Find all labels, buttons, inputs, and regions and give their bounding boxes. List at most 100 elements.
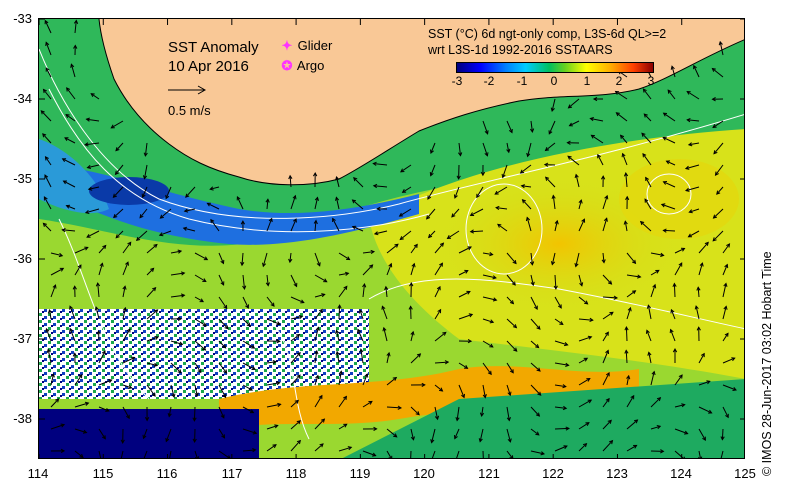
velocity-arrowhead (77, 264, 82, 269)
colorbar-tick-neg3: -3 (451, 74, 463, 88)
velocity-arrow (530, 450, 545, 455)
velocity-arrowhead (557, 304, 562, 309)
warm-eddy-east (619, 159, 739, 239)
velocity-arrow (554, 340, 568, 346)
velocity-arrowhead (101, 350, 106, 355)
velocity-arrow (170, 340, 183, 345)
velocity-arrowhead (70, 63, 75, 68)
velocity-arrow (64, 137, 76, 144)
velocity-arrow (88, 186, 100, 190)
velocity-arrowhead (718, 40, 723, 46)
velocity-arrowhead (209, 186, 214, 191)
velocity-arrow (168, 406, 172, 417)
velocity-arrow (386, 377, 397, 386)
velocity-arrowhead (245, 304, 249, 309)
velocity-arrow (50, 252, 63, 257)
velocity-arrowhead (439, 387, 444, 392)
velocity-arrowhead (250, 344, 256, 349)
velocity-arrowhead (713, 150, 718, 155)
velocity-arrowhead (45, 327, 50, 333)
velocity-arrowhead (252, 430, 258, 435)
coastline (98, 19, 744, 186)
velocity-arrowhead (501, 173, 506, 179)
velocity-arrow (578, 318, 593, 321)
velocity-arrow (526, 217, 532, 232)
velocity-arrow (602, 218, 608, 232)
velocity-arrowhead (720, 436, 725, 441)
velocity-arrowhead (192, 417, 197, 422)
velocity-arrowhead (587, 399, 593, 404)
velocity-arrowhead (604, 331, 609, 336)
velocity-arrowhead (655, 269, 660, 274)
velocity-arrow (431, 450, 436, 458)
velocity-arrow (165, 428, 172, 442)
velocity-arrowhead (410, 436, 415, 441)
velocity-arrowhead (466, 290, 471, 295)
velocity-arrow (90, 93, 100, 100)
velocity-arrow (115, 164, 124, 175)
velocity-arrow (74, 428, 87, 434)
velocity-arrow (146, 268, 154, 276)
velocity-arrow (144, 164, 148, 179)
velocity-arrowhead (338, 370, 343, 375)
velocity-arrow (686, 91, 700, 100)
velocity-arrow (481, 406, 484, 417)
velocity-arrowhead (605, 397, 610, 403)
velocity-arrowhead (222, 393, 227, 399)
velocity-arrow (625, 173, 628, 188)
velocity-arrowhead (681, 403, 686, 408)
velocity-arrowhead (94, 306, 99, 311)
velocity-arrowhead (55, 398, 60, 403)
velocity-arrow (554, 406, 567, 409)
x-tick-116: 116 (156, 466, 178, 481)
velocity-arrowhead (605, 349, 610, 355)
velocity-arrow (266, 382, 280, 386)
velocity-arrow (578, 218, 585, 232)
velocity-arrow (399, 230, 412, 240)
velocity-arrow (578, 296, 588, 305)
velocity-arrow (218, 296, 228, 309)
velocity-arrowhead (226, 455, 231, 458)
velocity-arrow (554, 220, 558, 232)
velocity-arrow (663, 112, 676, 122)
velocity-arrow (552, 195, 556, 210)
velocity-arrowhead (343, 395, 348, 400)
velocity-arrow (620, 134, 628, 144)
velocity-arrow (434, 242, 444, 254)
velocity-arrowhead (202, 322, 208, 327)
velocity-arrow (720, 450, 724, 458)
velocity-arrow (218, 318, 229, 330)
velocity-arrow (242, 318, 251, 327)
velocity-arrowhead (582, 442, 588, 448)
velocity-arrowhead (370, 249, 376, 255)
velocity-arrowhead (529, 261, 535, 266)
velocity-arrow (722, 283, 727, 298)
velocity-arrowhead (296, 374, 301, 379)
velocity-arrow (578, 336, 592, 342)
velocity-arrow (456, 450, 460, 458)
velocity-arrowhead (714, 171, 719, 176)
velocity-arrowhead (680, 247, 686, 252)
velocity-arrowhead (44, 19, 49, 25)
velocity-arrowhead (670, 65, 675, 70)
velocity-arrowhead (669, 328, 674, 334)
velocity-arrow (98, 245, 107, 254)
velocity-arrowhead (82, 429, 88, 434)
velocity-arrowhead (44, 174, 49, 179)
velocity-arrowhead (59, 267, 65, 272)
velocity-arrow (434, 332, 447, 342)
velocity-arrowhead (587, 335, 593, 340)
velocity-arrow (530, 406, 540, 417)
velocity-arrow (184, 208, 196, 212)
velocity-arrowhead (716, 190, 721, 195)
velocity-arrow (43, 223, 52, 232)
velocity-arrowhead (696, 286, 701, 291)
velocity-arrow (45, 156, 52, 166)
velocity-arrowhead (614, 90, 620, 95)
velocity-arrow (670, 309, 676, 320)
velocity-arrowhead (467, 338, 473, 344)
velocity-arrow (578, 378, 591, 386)
legend-glider: ✦ Glider (280, 38, 333, 54)
velocity-arrowhead (90, 93, 95, 98)
velocity-arrow (506, 274, 516, 286)
